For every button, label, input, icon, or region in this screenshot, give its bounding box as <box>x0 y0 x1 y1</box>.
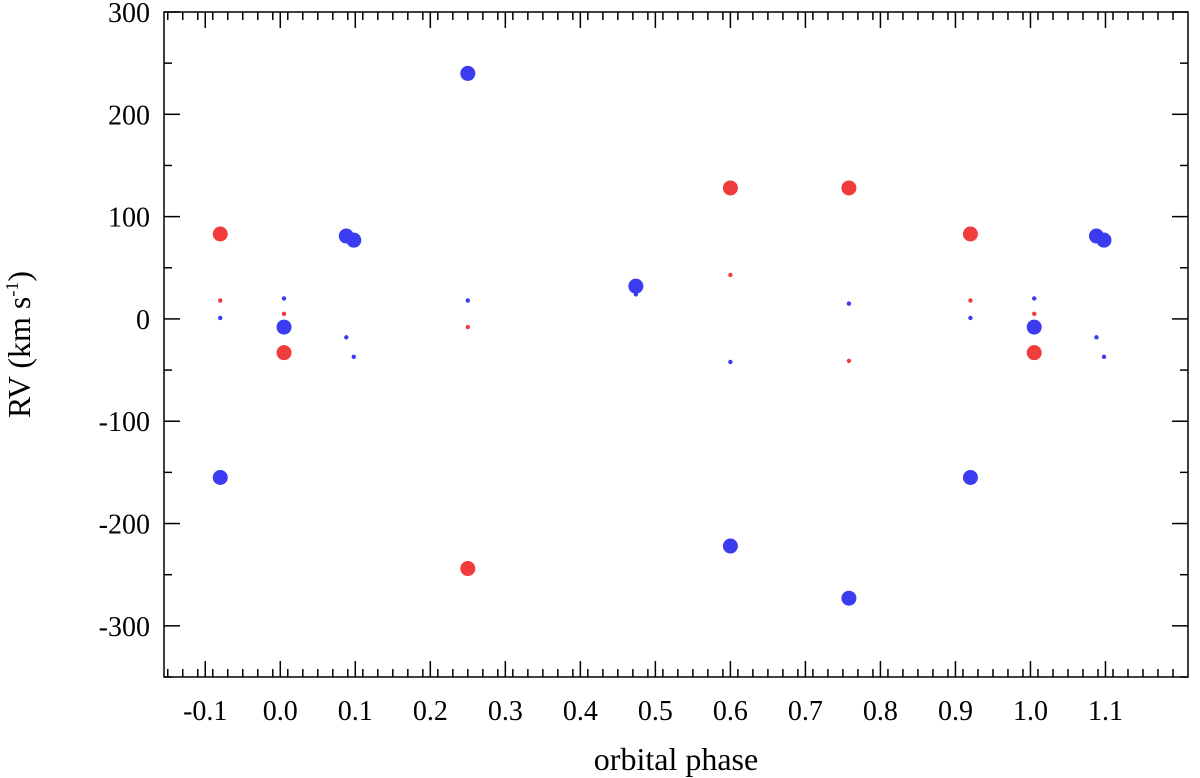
y-tick-label: 200 <box>108 100 150 131</box>
data-point-small <box>846 301 852 306</box>
data-point-large <box>722 538 738 554</box>
data-point-large <box>276 319 292 335</box>
x-tick-label: -0.1 <box>183 696 227 727</box>
data-point-large <box>460 561 476 577</box>
data-point-large <box>722 180 738 196</box>
data-point-small <box>633 292 639 297</box>
data-point-large <box>1026 345 1042 361</box>
x-tick-label: 0.9 <box>938 696 973 727</box>
data-point-small <box>846 358 852 364</box>
data-point-small <box>728 359 733 365</box>
data-point-small <box>465 324 471 330</box>
data-point-large <box>346 232 362 248</box>
data-point-small <box>465 298 471 303</box>
data-point-small <box>1094 335 1099 340</box>
x-tick-label: 0.8 <box>863 696 898 727</box>
data-point-small <box>351 354 356 359</box>
y-axis-title-superscript: -1 <box>2 282 22 297</box>
x-tick-label: 0.6 <box>713 696 748 727</box>
data-point-large <box>1026 319 1042 335</box>
plot-frame <box>163 11 1189 678</box>
data-point-large <box>1096 232 1112 248</box>
data-point-small <box>281 296 287 301</box>
data-point-small <box>1101 354 1107 359</box>
x-axis-title: orbital phase <box>594 741 758 777</box>
data-point-small <box>968 298 973 303</box>
data-point-small <box>218 298 223 303</box>
x-tick-label: 0.2 <box>413 696 448 727</box>
data-point-small <box>281 311 287 317</box>
x-tick-label: 1.1 <box>1088 696 1123 727</box>
axis-ticks <box>164 11 1188 678</box>
data-point-small <box>1032 311 1037 317</box>
data-point-large <box>962 226 978 242</box>
data-point-small <box>968 315 973 321</box>
x-tick-label: 0.0 <box>263 696 298 727</box>
data-point-small <box>218 315 223 321</box>
data-point-large <box>212 226 228 242</box>
data-point-large <box>841 590 857 606</box>
data-points <box>212 65 1112 606</box>
data-point-large <box>962 470 978 485</box>
data-point-large <box>276 345 292 361</box>
tick-labels: -0.1 0.0 0.1 0.2 0.3 0.4 0.5 0.6 0.7 0.8 0.9 1.0 1.1… <box>99 0 1123 727</box>
x-tick-label: 0.3 <box>488 696 523 727</box>
data-point-large <box>628 278 644 294</box>
data-point-small <box>1032 296 1037 301</box>
y-tick-label: 300 <box>108 0 150 29</box>
x-tick-label: 1.0 <box>1013 696 1048 727</box>
y-axis-title: RV (km s-1) <box>1 271 37 418</box>
data-point-large <box>460 65 476 81</box>
data-point-small <box>344 335 349 340</box>
y-tick-label: 100 <box>108 203 150 234</box>
y-tick-label: 0 <box>136 305 150 336</box>
x-tick-label: 0.5 <box>638 696 673 727</box>
y-axis-title-close: ) <box>1 271 37 282</box>
data-point-small <box>728 272 733 278</box>
y-tick-label: -200 <box>99 510 150 541</box>
x-tick-label: 0.4 <box>563 696 598 727</box>
data-point-large <box>841 180 857 196</box>
x-tick-label: 0.7 <box>788 696 823 727</box>
y-axis-title-text: RV (km s <box>1 297 37 418</box>
y-tick-label: -100 <box>99 407 150 438</box>
data-point-large <box>212 470 228 485</box>
y-tick-label: -300 <box>99 612 150 643</box>
x-tick-label: 0.1 <box>338 696 373 727</box>
